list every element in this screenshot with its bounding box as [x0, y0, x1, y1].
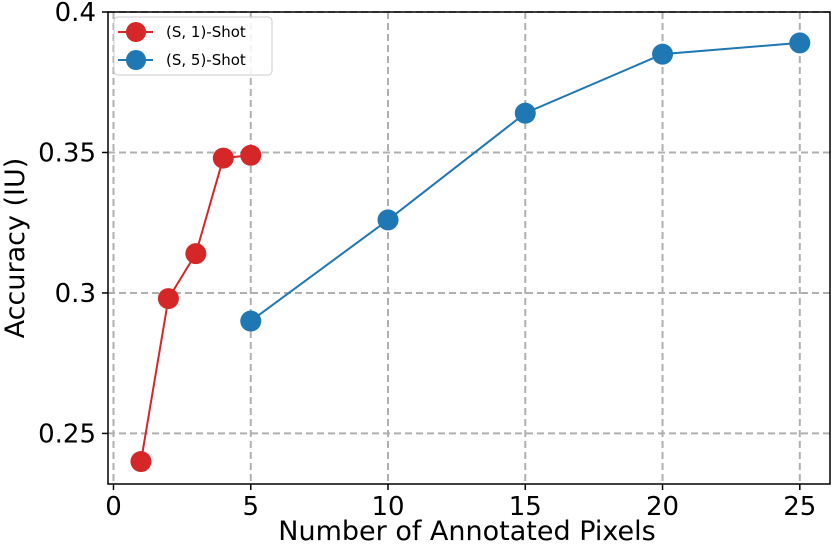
axes	[107, 11, 831, 485]
data-point	[377, 209, 399, 231]
x-tick-label: 5	[242, 492, 259, 522]
data-point	[157, 288, 179, 310]
y-tick-label: 0.35	[38, 138, 96, 168]
x-tick-label: 25	[783, 492, 816, 522]
grid-lines	[108, 11, 830, 484]
data-point	[212, 147, 234, 169]
legend: (S, 1)-Shot (S, 5)-Shot	[113, 16, 273, 76]
x-axis-ticks: 0 5 10 15 20 25	[105, 484, 816, 522]
x-axis-label: Number of Annotated Pixels	[278, 516, 655, 545]
data-point	[185, 243, 207, 265]
plot-frame	[107, 11, 831, 485]
y-axis-label: Accuracy (IU)	[0, 158, 31, 339]
x-tick-label: 10	[371, 492, 404, 522]
data-point	[789, 32, 811, 54]
y-tick-label: 0.4	[55, 0, 96, 28]
data-point	[652, 43, 674, 65]
series	[130, 32, 811, 473]
x-tick-label: 15	[509, 492, 542, 522]
legend-label-series-1: (S, 1)-Shot	[166, 23, 246, 41]
series-1	[130, 144, 262, 473]
legend-box	[113, 16, 273, 76]
x-tick-label: 20	[646, 492, 679, 522]
series-line	[139, 154, 251, 462]
data-point	[130, 451, 152, 473]
data-point	[240, 310, 262, 332]
data-point	[514, 102, 536, 124]
y-tick-label: 0.3	[55, 279, 96, 309]
legend-item-series-2: (S, 5)-Shot	[118, 50, 246, 70]
data-point	[240, 144, 262, 166]
y-tick-label: 0.25	[38, 419, 96, 449]
legend-marker-series-2	[126, 50, 146, 70]
x-tick-label: 0	[105, 492, 122, 522]
legend-marker-series-1	[126, 22, 146, 42]
y-axis-ticks: 0.25 0.3 0.35 0.4	[38, 0, 108, 449]
legend-label-series-2: (S, 5)-Shot	[166, 51, 246, 69]
series-2	[240, 32, 811, 332]
legend-item-series-1: (S, 1)-Shot	[118, 22, 246, 42]
